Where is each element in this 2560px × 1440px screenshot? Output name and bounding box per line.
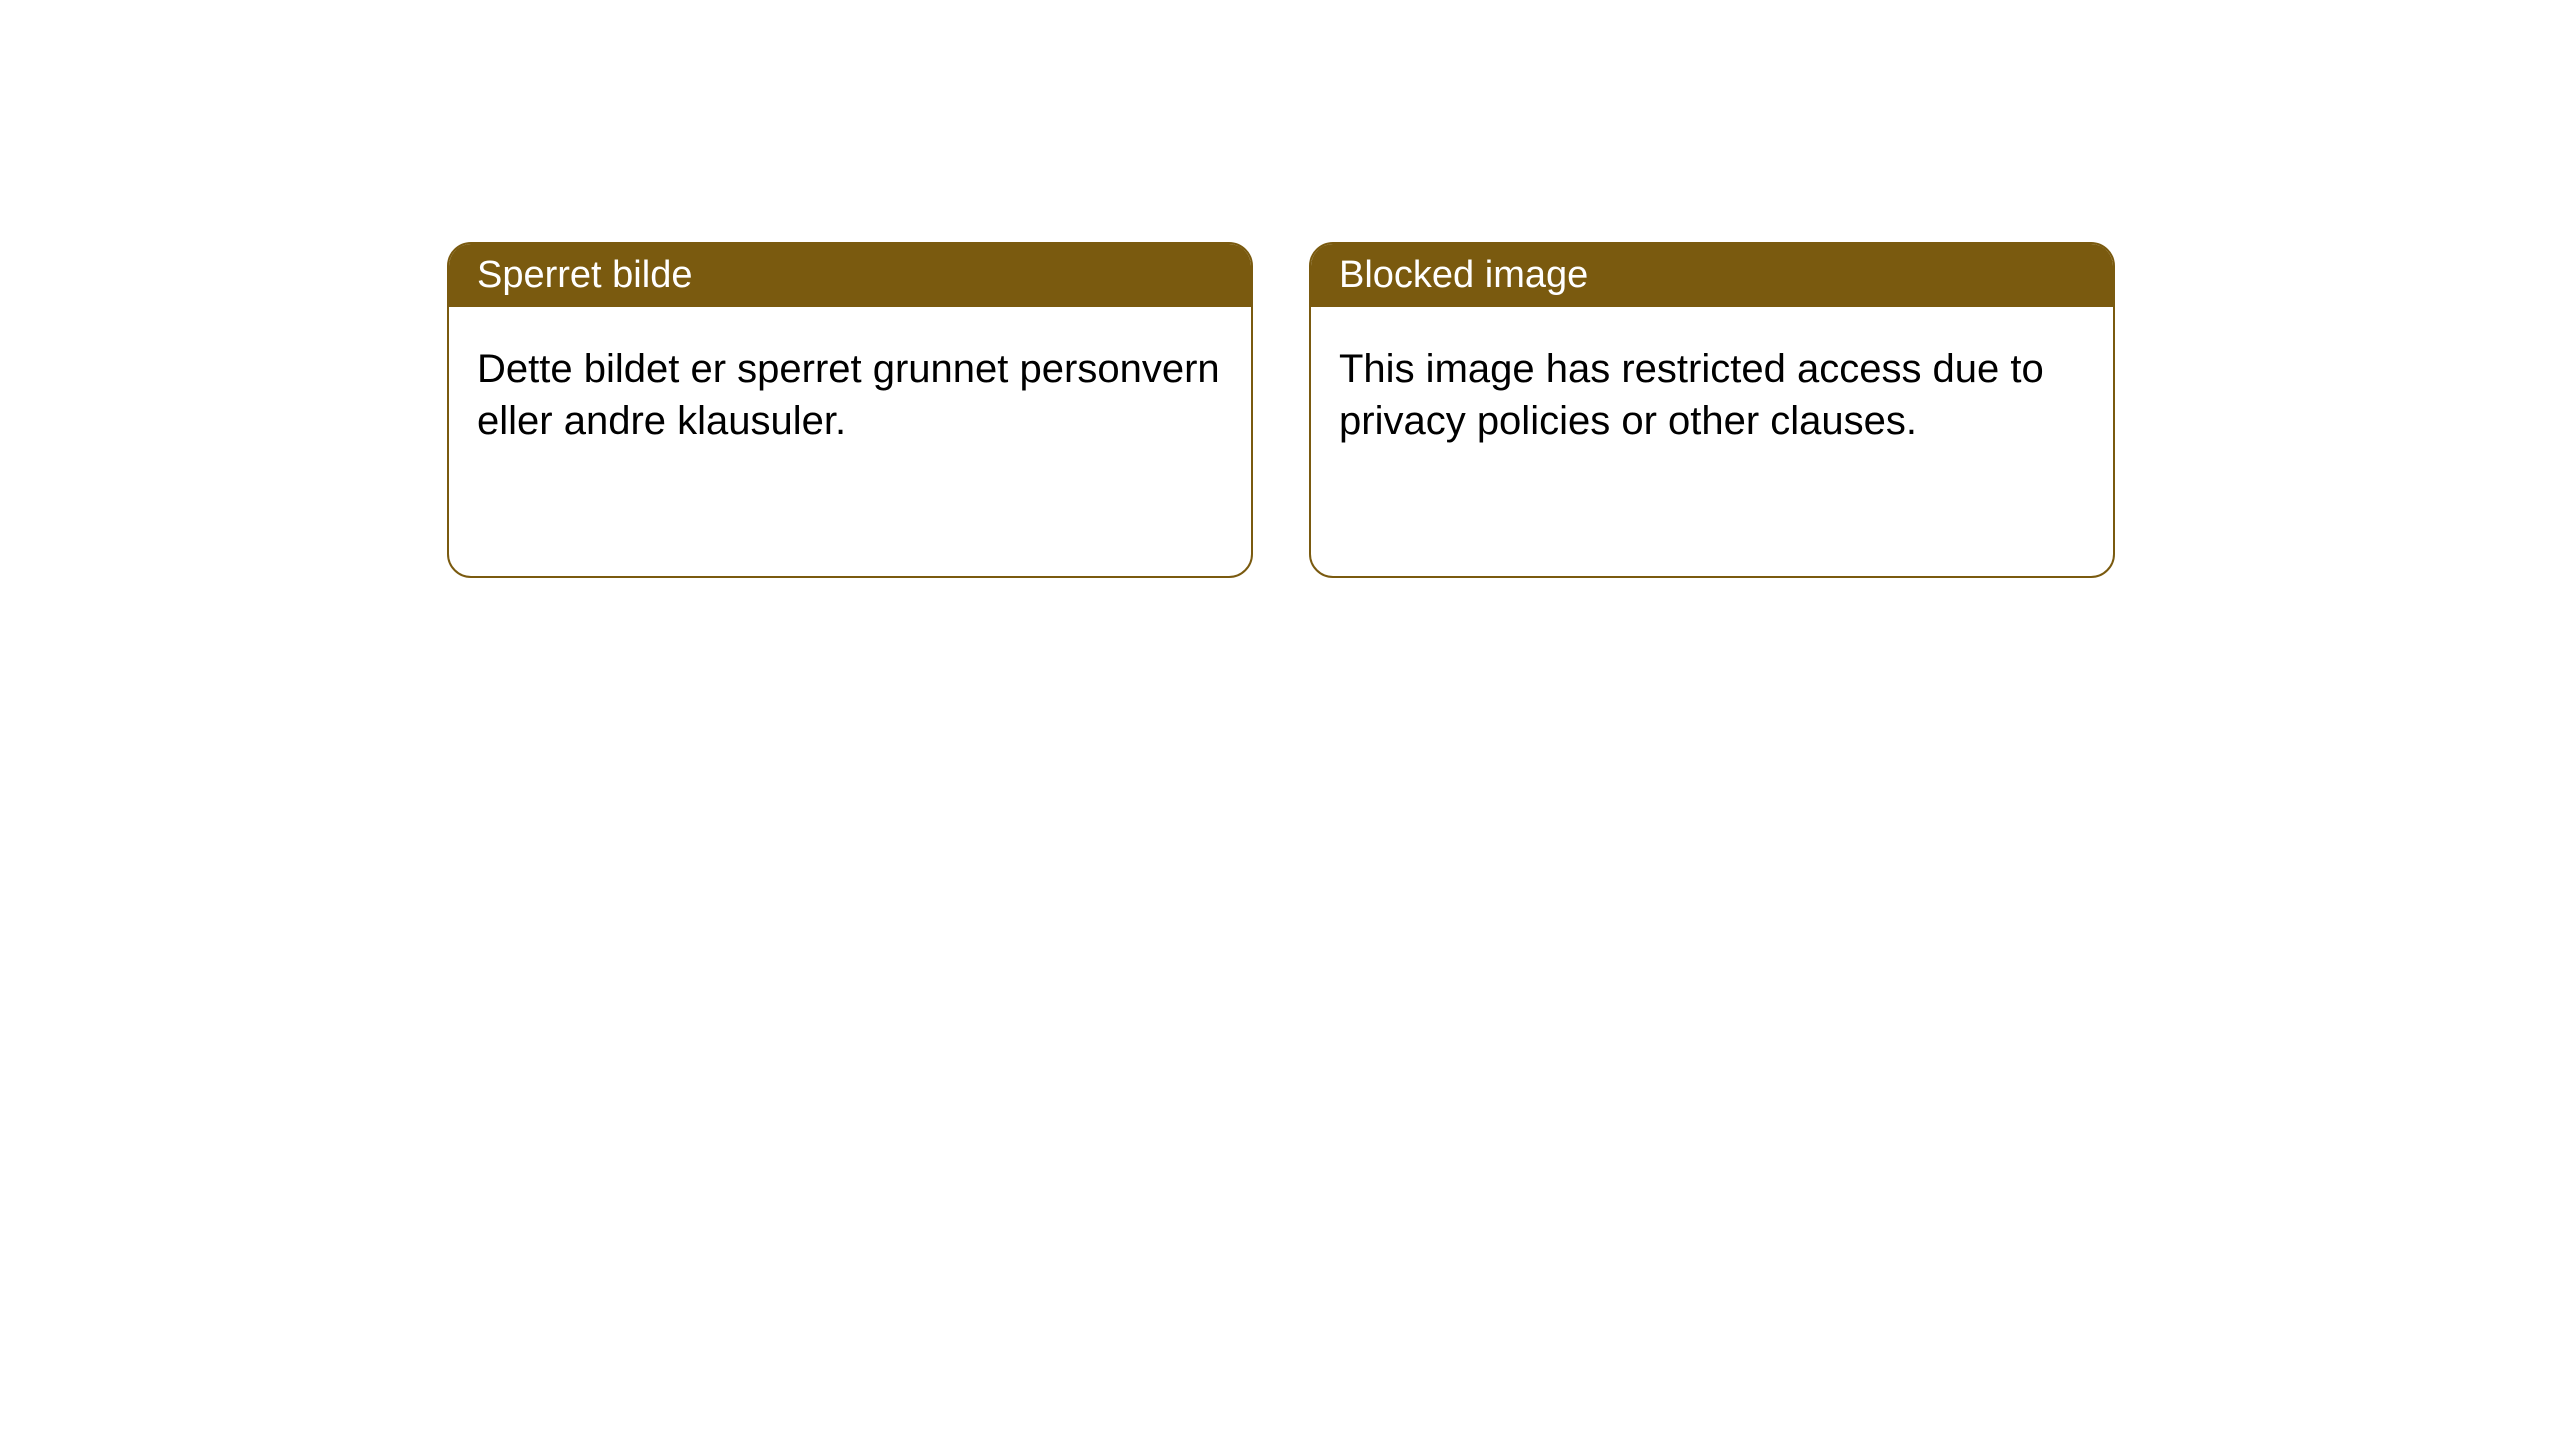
notice-card-no: Sperret bilde Dette bildet er sperret gr… <box>447 242 1253 578</box>
notice-body-no: Dette bildet er sperret grunnet personve… <box>449 307 1251 483</box>
notice-card-en: Blocked image This image has restricted … <box>1309 242 2115 578</box>
notice-title-en: Blocked image <box>1311 244 2113 307</box>
notice-container: Sperret bilde Dette bildet er sperret gr… <box>0 0 2560 578</box>
notice-title-no: Sperret bilde <box>449 244 1251 307</box>
notice-body-en: This image has restricted access due to … <box>1311 307 2113 483</box>
